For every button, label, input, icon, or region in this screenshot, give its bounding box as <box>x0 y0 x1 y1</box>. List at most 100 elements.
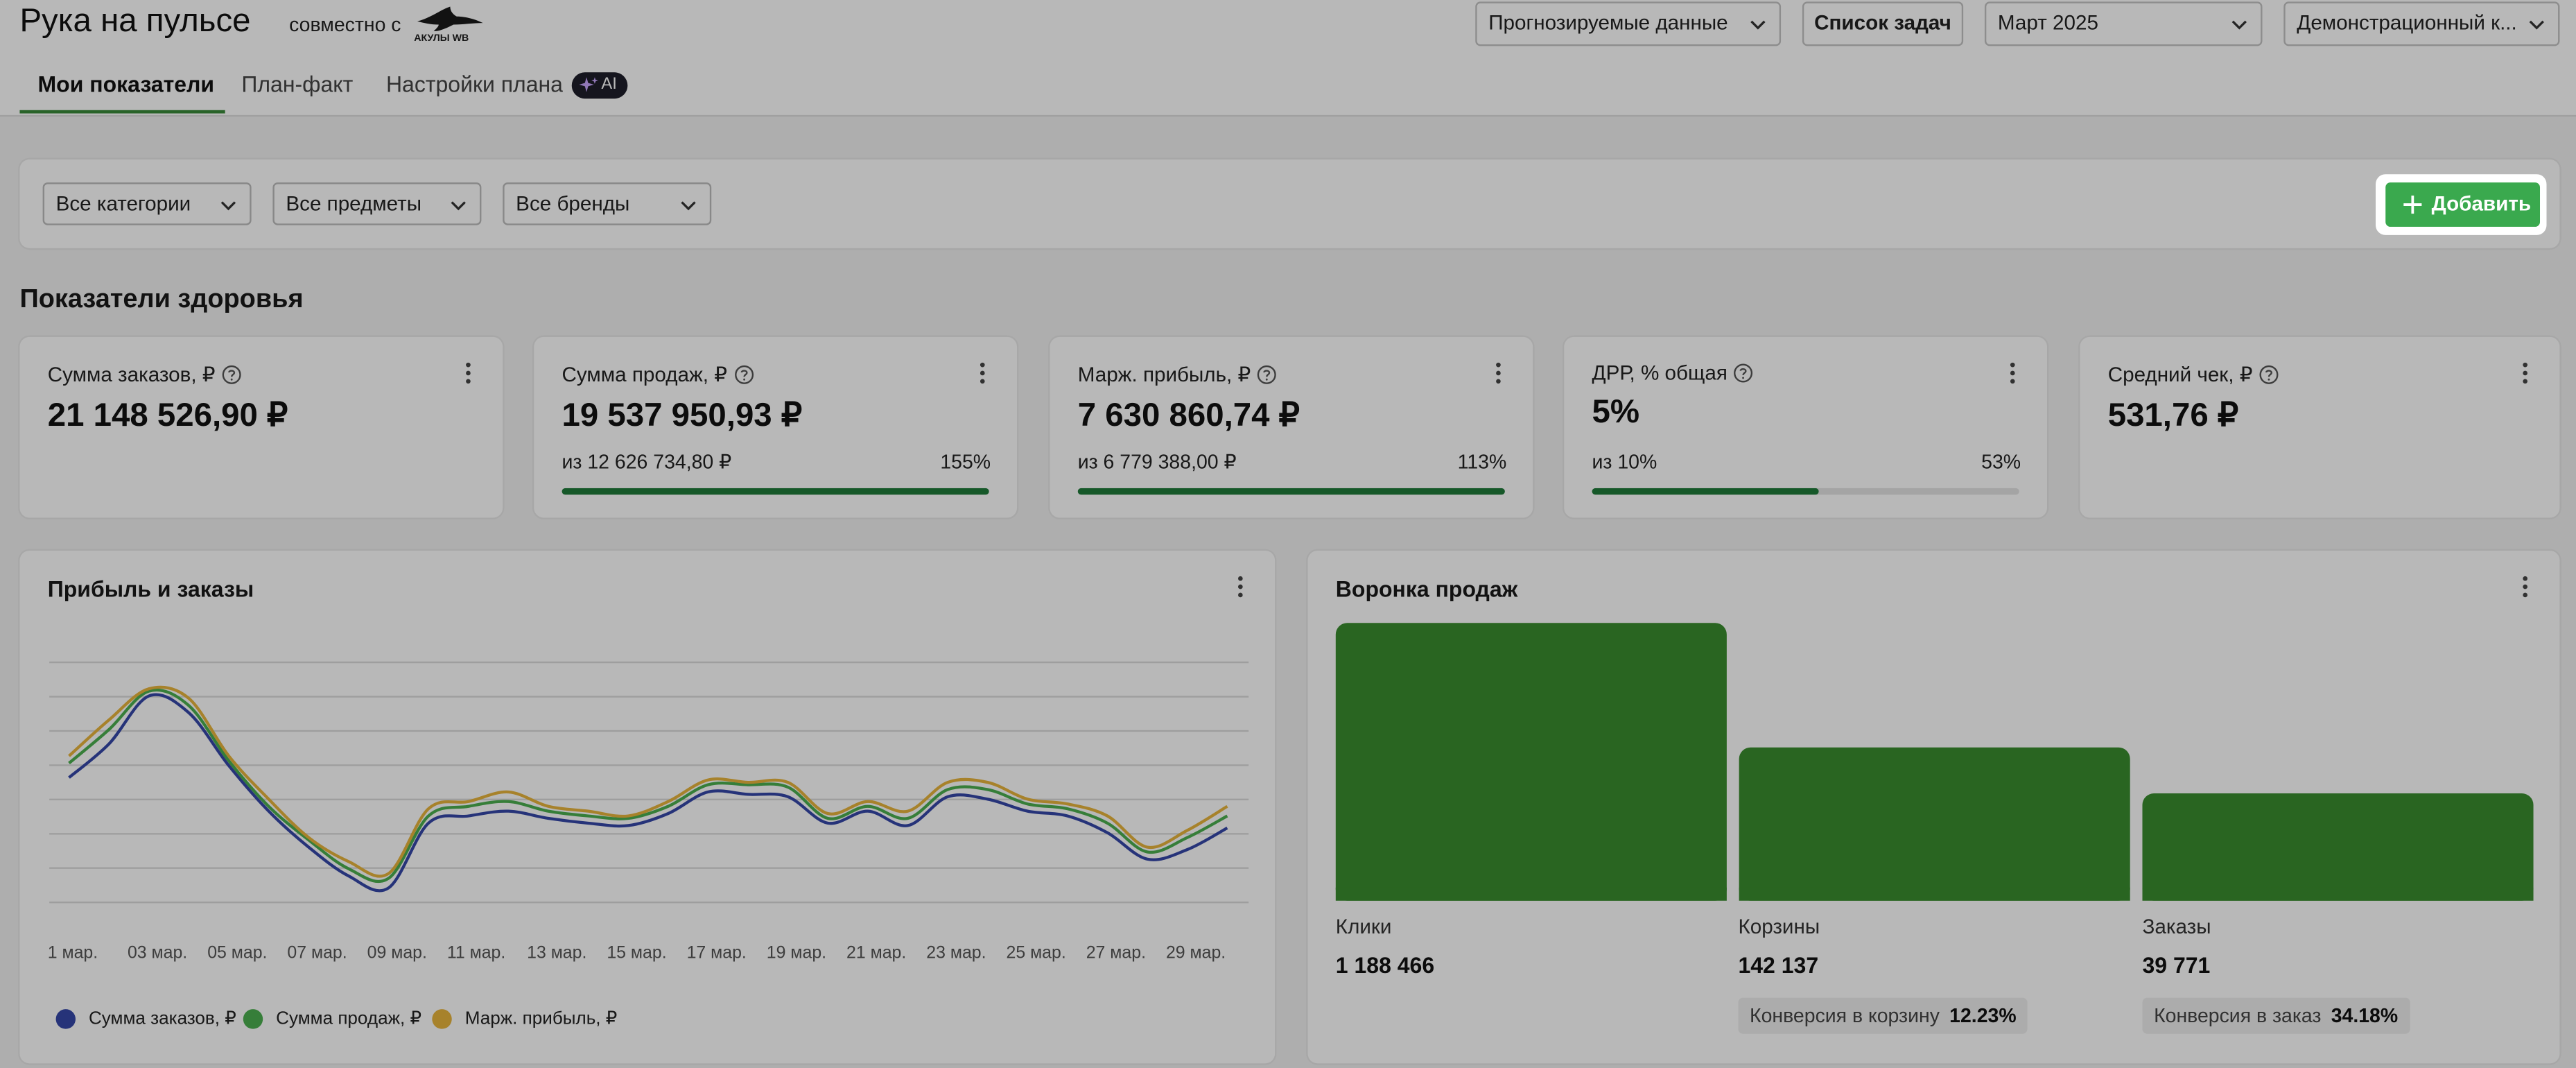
legend-label: Сумма продаж, ₽ <box>276 1009 422 1029</box>
kpi-card-sales: Сумма продаж, ₽ 19 537 950,93 ₽ из 12 62… <box>534 336 1018 518</box>
account-select[interactable]: Демонстрационный к... <box>2283 1 2560 46</box>
conversion-value: 12.23% <box>1949 1004 2017 1028</box>
ai-badge-label: AI <box>601 76 617 94</box>
x-tick-label: 1 мар. <box>48 943 98 963</box>
x-tick-label: 29 мар. <box>1166 943 1226 963</box>
kpi-progress-fill <box>1592 488 1819 495</box>
active-tab-indicator <box>19 110 225 114</box>
series-line <box>68 688 1228 884</box>
help-icon[interactable] <box>2259 364 2279 384</box>
help-icon[interactable] <box>1257 364 1277 384</box>
legend-label: Марж. прибыль, ₽ <box>464 1009 618 1029</box>
more-vertical-icon[interactable] <box>1495 361 1502 384</box>
series-line <box>68 685 1228 878</box>
tab-plan-fact[interactable]: План-факт <box>241 72 354 97</box>
x-tick-label: 27 мар. <box>1086 943 1146 963</box>
profit-orders-panel: Прибыль и заказы 1 мар. 03 мар. 05 мар. 07 … <box>19 550 1276 1064</box>
tab-plan-settings[interactable]: Настройки плана <box>385 72 563 97</box>
subject-filter-value: Все предметы <box>286 192 422 216</box>
panel-title: Прибыль и заказы <box>47 576 254 602</box>
kpi-progress-track <box>1592 488 2019 495</box>
ai-badge: AI <box>571 72 628 99</box>
task-list-button[interactable]: Список задач <box>1802 1 1964 46</box>
data-mode-select[interactable]: Прогнозируемые данные <box>1475 1 1782 46</box>
kpi-label: Сумма продаж, ₽ <box>562 361 754 386</box>
kpi-label-text: Средний чек, ₽ <box>2107 363 2253 386</box>
x-tick-label: 25 мар. <box>1007 943 1066 963</box>
chevron-down-icon <box>451 201 466 211</box>
kpi-label: Сумма заказов, ₽ <box>48 361 242 386</box>
subject-filter[interactable]: Все предметы <box>272 182 482 225</box>
help-icon[interactable] <box>222 364 241 384</box>
kpi-progress-fill <box>1077 488 1505 495</box>
help-icon[interactable] <box>1734 363 1754 383</box>
kpi-plan: из 6 779 388,00 ₽ <box>1077 450 1237 474</box>
legend-item[interactable]: Марж. прибыль, ₽ <box>432 1008 617 1029</box>
category-filter[interactable]: Все категории <box>42 182 252 225</box>
more-vertical-icon[interactable] <box>2522 361 2528 384</box>
x-tick-label: 03 мар. <box>128 943 187 963</box>
x-tick-label: 19 мар. <box>767 943 826 963</box>
kpi-label: Средний чек, ₽ <box>2108 361 2279 386</box>
kpi-value: 531,76 ₽ <box>2107 397 2239 434</box>
kpi-progress-track <box>562 488 989 495</box>
legend-swatch <box>55 1008 76 1028</box>
more-vertical-icon[interactable] <box>980 361 986 384</box>
period-value: Март 2025 <box>1997 11 2098 35</box>
x-tick-label: 09 мар. <box>367 943 427 963</box>
tab-my-metrics[interactable]: Мои показатели <box>37 72 215 97</box>
x-tick-label: 15 мар. <box>607 943 666 963</box>
x-tick-label: 07 мар. <box>287 943 347 963</box>
series-line <box>68 693 1228 893</box>
kpi-label-text: Сумма продаж, ₽ <box>562 363 728 386</box>
kpi-label: ДРР, % общая <box>1592 361 1754 385</box>
category-filter-value: Все категории <box>55 192 191 216</box>
kpi-label-text: ДРР, % общая <box>1592 361 1728 385</box>
funnel-stage-value: 1 188 466 <box>1335 953 1435 979</box>
more-vertical-icon[interactable] <box>2522 575 2528 598</box>
kpi-card-drr: ДРР, % общая 5% из 10% 53% <box>1564 336 2048 518</box>
kpi-card-margin: Марж. прибыль, ₽ 7 630 860,74 ₽ из 6 779… <box>1050 336 1533 518</box>
data-mode-value: Прогнозируемые данные <box>1488 11 1728 35</box>
legend-item[interactable]: Сумма продаж, ₽ <box>243 1008 421 1029</box>
conversion-value: 34.18% <box>2331 1004 2399 1028</box>
brand-filter-value: Все бренды <box>516 192 630 216</box>
more-vertical-icon[interactable] <box>1237 575 1244 598</box>
funnel-stage-label: Клики <box>1335 915 1392 939</box>
kpi-value: 7 630 860,74 ₽ <box>1077 397 1300 434</box>
add-button[interactable]: Добавить <box>2385 182 2541 227</box>
chevron-down-icon <box>2529 20 2544 30</box>
conversion-badge: Конверсия в корзину 12.23% <box>1738 997 2028 1034</box>
kpi-label-text: Сумма заказов, ₽ <box>47 363 216 386</box>
legend-item[interactable]: Сумма заказов, ₽ <box>55 1008 236 1029</box>
kpi-percent: 113% <box>1457 450 1507 474</box>
x-tick-label: 05 мар. <box>207 943 267 963</box>
x-tick-label: 13 мар. <box>527 943 586 963</box>
brand-filter[interactable]: Все бренды <box>503 182 712 225</box>
kpi-progress-track <box>1077 488 1505 495</box>
x-tick-label: 11 мар. <box>447 943 505 963</box>
funnel-bar-base <box>2142 887 2534 901</box>
panel-title: Воронка продаж <box>1335 576 1518 602</box>
period-select[interactable]: Март 2025 <box>1984 1 2263 46</box>
account-value: Демонстрационный к... <box>2297 11 2517 35</box>
add-button-label: Добавить <box>2431 192 2532 216</box>
funnel-bar <box>1335 623 1727 901</box>
conversion-badge: Конверсия в заказ 34.18% <box>2142 997 2410 1034</box>
chevron-down-icon <box>220 201 236 211</box>
legend-swatch <box>432 1008 452 1028</box>
page-title: Рука на пульсе <box>19 3 251 40</box>
kpi-value: 21 148 526,90 ₽ <box>47 397 288 434</box>
funnel-stage-value: 39 771 <box>2142 953 2211 979</box>
kpi-plan: из 12 626 734,80 ₽ <box>562 450 732 474</box>
chevron-down-icon <box>2231 20 2247 30</box>
kpi-label: Марж. прибыль, ₽ <box>1078 361 1278 386</box>
more-vertical-icon[interactable] <box>2010 361 2016 384</box>
kpi-progress-fill <box>562 488 989 495</box>
kpi-card-orders: Сумма заказов, ₽ 21 148 526,90 ₽ <box>19 336 503 518</box>
profit-orders-chart: 1 мар. 03 мар. 05 мар. 07 мар. 09 мар. 11 мар… <box>48 661 1249 963</box>
more-vertical-icon[interactable] <box>465 361 471 384</box>
help-icon[interactable] <box>734 364 754 384</box>
kpi-label-text: Марж. прибыль, ₽ <box>1077 363 1251 386</box>
